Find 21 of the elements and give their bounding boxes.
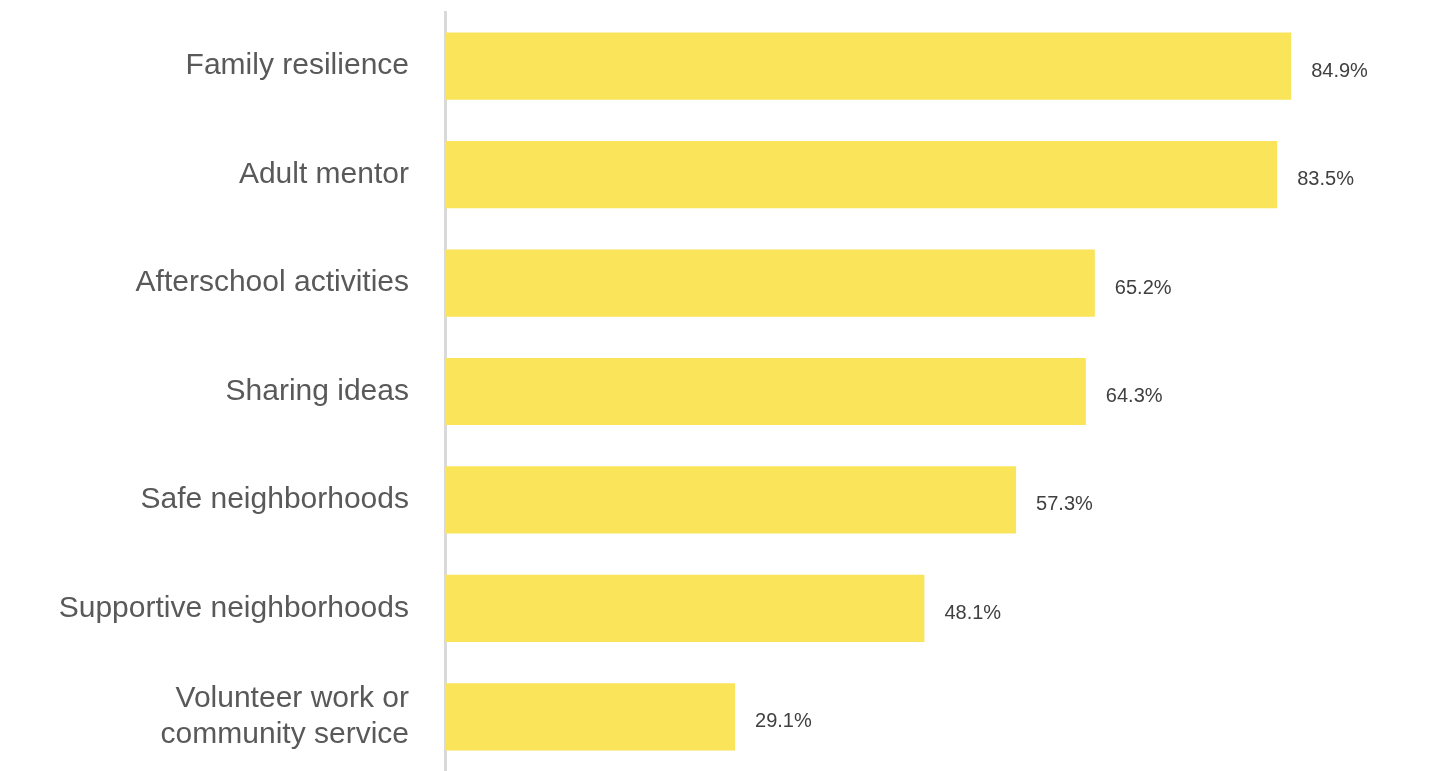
y-tick-label: Supportive neighborhoods [58, 589, 409, 623]
data-label: 29.1% [755, 709, 812, 732]
data-label: 83.5% [1297, 167, 1355, 190]
bar [445, 574, 925, 642]
data-label: 48.1% [944, 600, 1002, 623]
bar [445, 32, 1292, 100]
bar [445, 141, 1278, 209]
data-label: 84.9% [1311, 58, 1369, 81]
bar [445, 249, 1095, 317]
bar [445, 683, 736, 751]
y-tick-label: Volunteer work or community service [160, 680, 410, 750]
data-label: 65.2% [1114, 275, 1172, 298]
data-label: 64.3% [1105, 384, 1163, 407]
bar [445, 357, 1086, 426]
y-tick-label: Family resilience [185, 47, 409, 81]
y-tick-label: Adult mentor [238, 155, 409, 189]
y-tick-label: Sharing ideas [225, 372, 409, 406]
y-tick-label: Afterschool activities [135, 264, 409, 298]
y-tick-label: Safe neighborhoods [140, 481, 409, 515]
bar [445, 466, 1017, 534]
data-label: 57.3% [1036, 492, 1094, 515]
